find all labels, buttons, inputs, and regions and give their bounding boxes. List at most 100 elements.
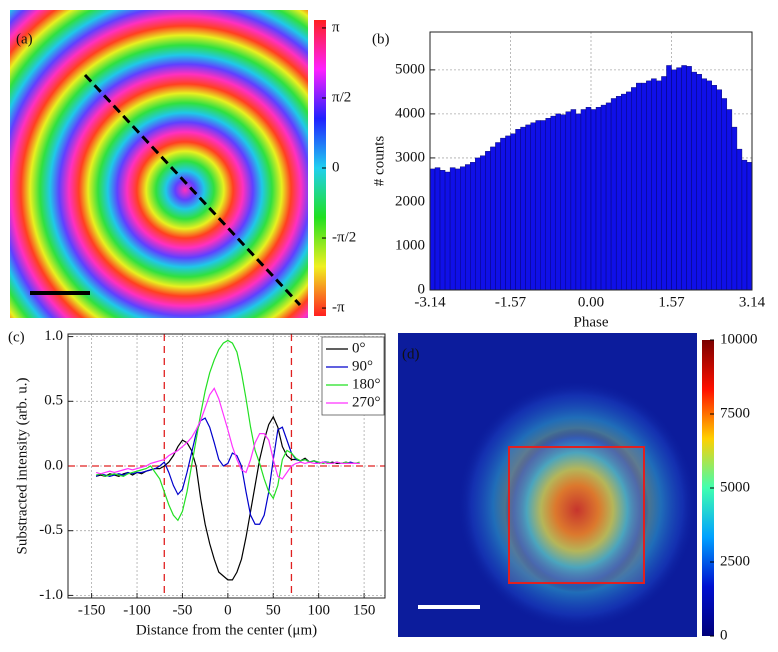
x-tick-label: 3.14: [739, 294, 766, 310]
y-tick-label: 1000: [395, 237, 425, 253]
bar: [490, 146, 496, 291]
y-tick-label: 0: [418, 281, 426, 297]
y-axis-label: # counts: [371, 136, 387, 187]
bar: [540, 120, 546, 291]
bar: [475, 157, 481, 291]
colorbar-label: 7500: [720, 405, 750, 421]
bar: [510, 133, 516, 291]
y-tick-label: 0.0: [44, 457, 63, 473]
bar: [429, 168, 436, 291]
bar: [570, 109, 577, 291]
panel-label: (d): [402, 346, 420, 362]
bar: [449, 167, 456, 291]
colorbar-label: 2500: [720, 553, 750, 569]
colorbar-label: 0: [720, 627, 728, 643]
series-line: [95, 387, 360, 480]
x-axis-label: Phase: [574, 314, 609, 330]
legend-label: 90°: [352, 358, 373, 374]
bar: [651, 78, 657, 291]
bar: [631, 87, 637, 291]
roi-box: [508, 446, 645, 584]
bar: [746, 162, 753, 291]
bar: [641, 82, 647, 291]
x-tick-label: -100: [123, 602, 151, 618]
bar: [575, 113, 582, 291]
phase-map: [10, 10, 308, 318]
profile-line: [83, 73, 302, 307]
bar: [696, 74, 702, 291]
x-tick-label: 0.00: [578, 294, 604, 310]
bar: [676, 67, 682, 291]
x-tick-label: 50: [266, 602, 281, 618]
x-axis-label: Distance from the center (μm): [136, 622, 317, 638]
bar: [444, 171, 451, 291]
legend-label: 270°: [352, 394, 381, 410]
x-tick-label: -150: [78, 602, 106, 618]
bar: [656, 80, 662, 291]
y-tick-label: 5000: [395, 61, 425, 77]
bar: [731, 126, 738, 291]
bar: [565, 111, 572, 291]
bar: [621, 93, 627, 291]
colorbar-label: -π/2: [332, 229, 356, 245]
bar: [711, 85, 717, 291]
intensity-image: [398, 333, 697, 637]
x-tick-label: -3.14: [414, 294, 446, 310]
bar: [666, 65, 672, 291]
legend-box: [321, 336, 385, 416]
plot-frame: [429, 31, 753, 291]
colorbar: [314, 20, 326, 316]
panel-label: (b): [372, 31, 390, 47]
bar: [465, 164, 471, 291]
spot: [505, 428, 649, 592]
x-tick-label: -50: [172, 602, 192, 618]
y-axis-label: Substracted intensity (arb. u.): [14, 377, 30, 554]
colorbar-label: π: [332, 19, 340, 35]
y-tick-label: 1.0: [44, 328, 63, 344]
panel-label: (c): [8, 329, 25, 345]
y-tick-label: 0.5: [44, 393, 63, 409]
bar: [686, 66, 692, 291]
bar: [525, 124, 531, 291]
colorbar-label: 0: [332, 159, 340, 175]
bar: [646, 80, 652, 291]
bar: [439, 170, 446, 291]
bar: [595, 107, 602, 291]
bar: [590, 109, 597, 291]
x-tick-label: 100: [307, 602, 330, 618]
colorbar-label: 10000: [720, 331, 758, 347]
bar: [460, 166, 466, 291]
bar: [671, 69, 677, 291]
bar: [706, 80, 712, 291]
plot-frame: [67, 333, 386, 599]
bar: [600, 104, 607, 291]
bar: [721, 98, 728, 291]
bar: [520, 126, 526, 291]
bar: [701, 78, 707, 291]
bar: [626, 91, 632, 291]
bar: [605, 102, 612, 291]
x-tick-label: 0: [224, 602, 232, 618]
bar: [485, 151, 491, 291]
y-tick-label: 3000: [395, 149, 425, 165]
bar: [716, 89, 722, 291]
bar: [480, 155, 486, 291]
bar: [726, 109, 733, 291]
bar: [636, 82, 642, 291]
colorbar-label: 5000: [720, 479, 750, 495]
colorbar-label: π/2: [332, 89, 351, 105]
phase-image: [10, 10, 308, 318]
bar: [470, 162, 476, 291]
bar: [741, 159, 748, 291]
bar: [545, 118, 551, 291]
bar: [610, 98, 617, 291]
y-tick-label: -0.5: [39, 522, 63, 538]
colorbar-label: -π: [332, 299, 345, 315]
bar: [495, 142, 501, 291]
bar: [434, 167, 441, 291]
bar: [585, 107, 592, 291]
bar: [505, 135, 511, 291]
y-tick-label: 2000: [395, 193, 425, 209]
bar: [560, 114, 567, 291]
